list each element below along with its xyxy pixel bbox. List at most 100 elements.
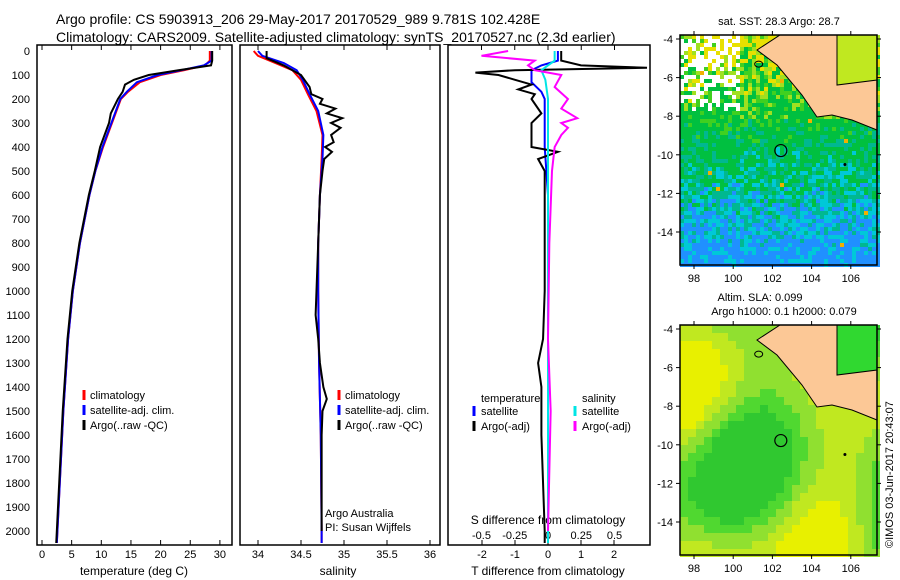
map-cell [772, 191, 776, 195]
map-cell [812, 151, 816, 155]
map-cell [728, 509, 736, 517]
map-cell [760, 55, 764, 59]
map-cell [868, 223, 872, 227]
map-cell [728, 91, 732, 95]
map-cell [732, 199, 736, 203]
map-cell [776, 445, 784, 453]
map-cell [856, 199, 860, 203]
map-cell [808, 155, 812, 159]
map-cell [700, 191, 704, 195]
map-cell [728, 55, 732, 59]
map-cell [784, 223, 788, 227]
map-cell [808, 203, 812, 207]
map-cell [768, 63, 772, 67]
diff-legend-label: Argo(-adj) [481, 421, 530, 433]
map-cell [768, 469, 776, 477]
map-cell [760, 115, 764, 119]
map-cell [680, 509, 688, 517]
map-cell [752, 179, 756, 183]
map-cell [720, 147, 724, 151]
map-cell [852, 231, 856, 235]
map-cell [832, 139, 836, 143]
map-cell [696, 469, 704, 477]
map-cell [820, 199, 824, 203]
map-cell [728, 175, 732, 179]
map-cell [816, 147, 820, 151]
map-cell [820, 151, 824, 155]
map-cell [828, 167, 832, 171]
map-cell [764, 131, 768, 135]
map-cell [712, 171, 716, 175]
map-cell [848, 219, 852, 223]
map-cell [852, 159, 856, 163]
map-cell [736, 365, 744, 373]
map-cell [796, 199, 800, 203]
map-cell [776, 389, 784, 397]
map-cell [752, 159, 756, 163]
map-cell [788, 131, 792, 135]
map-cell [768, 95, 772, 99]
map-cell [680, 533, 688, 541]
map-cell [688, 517, 696, 525]
map-cell [732, 107, 736, 111]
map-cell [680, 461, 688, 469]
map-cell [792, 477, 800, 485]
diff-line-1 [475, 51, 648, 543]
map-cell [876, 107, 880, 111]
map-cell [852, 215, 856, 219]
map-cell [868, 151, 872, 155]
map-cell [680, 549, 688, 557]
map-cell [732, 183, 736, 187]
map-cell [736, 501, 744, 509]
map-cell [684, 219, 688, 223]
map-cell [712, 413, 720, 421]
map-cell [776, 79, 780, 83]
map-cell [768, 163, 772, 167]
map-cell [688, 365, 696, 373]
map-cell [784, 191, 788, 195]
map-cell [800, 147, 804, 151]
map-cell [820, 159, 824, 163]
map-cell [788, 195, 792, 199]
map-cell [800, 211, 804, 215]
map-cell [744, 389, 752, 397]
map-cell [852, 247, 856, 251]
lon-tick-label: 106 [842, 273, 860, 285]
map-cell [748, 199, 752, 203]
map-cell [776, 175, 780, 179]
map-cell [728, 79, 732, 83]
map-cell [792, 251, 796, 255]
map-cell [720, 373, 728, 381]
map-cell [796, 171, 800, 175]
map-cell [804, 219, 808, 223]
map-cell [680, 373, 688, 381]
map-cell [752, 143, 756, 147]
map-cell [736, 147, 740, 151]
map-cell [736, 223, 740, 227]
map-cell [728, 219, 732, 223]
map-cell [680, 251, 684, 255]
lon-tick-label: 100 [724, 563, 742, 575]
map-cell [732, 111, 736, 115]
map-cell [752, 151, 756, 155]
map-cell [808, 167, 812, 171]
map-cell [784, 111, 788, 115]
map-cell [836, 119, 840, 123]
map-cell [728, 107, 732, 111]
map-cell [864, 223, 868, 227]
map-cell [744, 91, 748, 95]
map-cell [692, 235, 696, 239]
map-cell [688, 75, 692, 79]
map-cell [708, 215, 712, 219]
map-cell [732, 147, 736, 151]
map-cell [696, 389, 704, 397]
map-cell [768, 151, 772, 155]
map-cell [872, 485, 880, 493]
map-cell [788, 179, 792, 183]
map-cell [812, 139, 816, 143]
map-cell [688, 59, 692, 63]
map-cell [840, 159, 844, 163]
map-cell [728, 421, 736, 429]
map-cell [752, 211, 756, 215]
map-cell [756, 123, 760, 127]
